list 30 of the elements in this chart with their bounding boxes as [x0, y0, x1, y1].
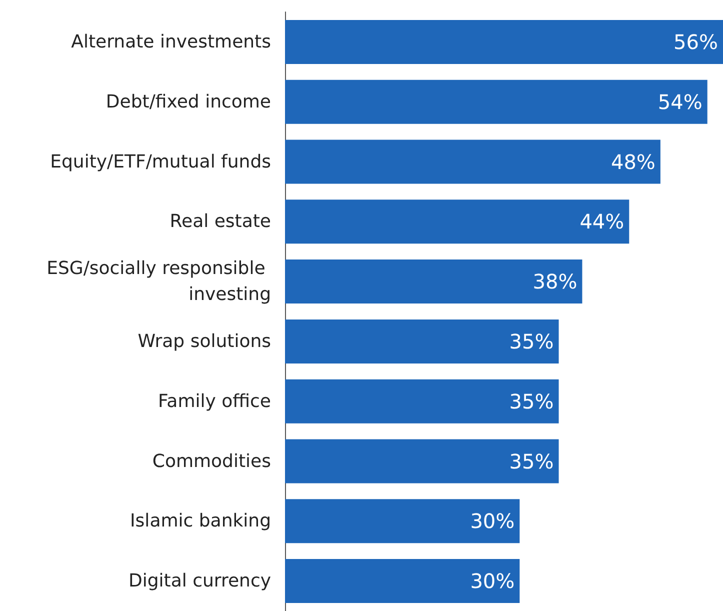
- bar: [285, 439, 559, 484]
- data-label: 44%: [580, 210, 624, 234]
- y-tick-label: Alternate investments: [71, 31, 271, 52]
- y-tick-label: Wrap solutions: [138, 330, 271, 352]
- bar: [285, 559, 520, 604]
- bar: [285, 379, 559, 424]
- data-label: 35%: [509, 389, 554, 414]
- bar: [285, 200, 630, 244]
- bar: [285, 499, 520, 544]
- data-label: 30%: [470, 509, 515, 534]
- bar: [285, 260, 582, 304]
- data-label: 56%: [674, 30, 718, 54]
- y-tick-label: Islamic banking: [130, 510, 271, 532]
- data-label: 35%: [509, 449, 554, 474]
- data-label: 38%: [532, 270, 578, 294]
- y-tick-label: Equity/ETF/mutual funds: [50, 151, 271, 172]
- y-tick-label: Debt/fixed income: [106, 91, 271, 112]
- data-label: 30%: [470, 569, 515, 594]
- bar: [285, 80, 708, 124]
- bar: [285, 140, 660, 184]
- y-tick-label: ESG/socially responsible investing: [46, 258, 271, 306]
- bar: [285, 319, 559, 364]
- data-label: 35%: [509, 329, 554, 354]
- y-tick-label: Family office: [158, 390, 271, 412]
- y-tick-label: Digital currency: [128, 570, 272, 592]
- bar: [285, 20, 723, 64]
- y-tick-label: Real estate: [170, 211, 271, 232]
- data-label: 54%: [658, 90, 702, 114]
- data-label: 48%: [610, 150, 656, 174]
- y-tick-label: Commodities: [152, 450, 271, 472]
